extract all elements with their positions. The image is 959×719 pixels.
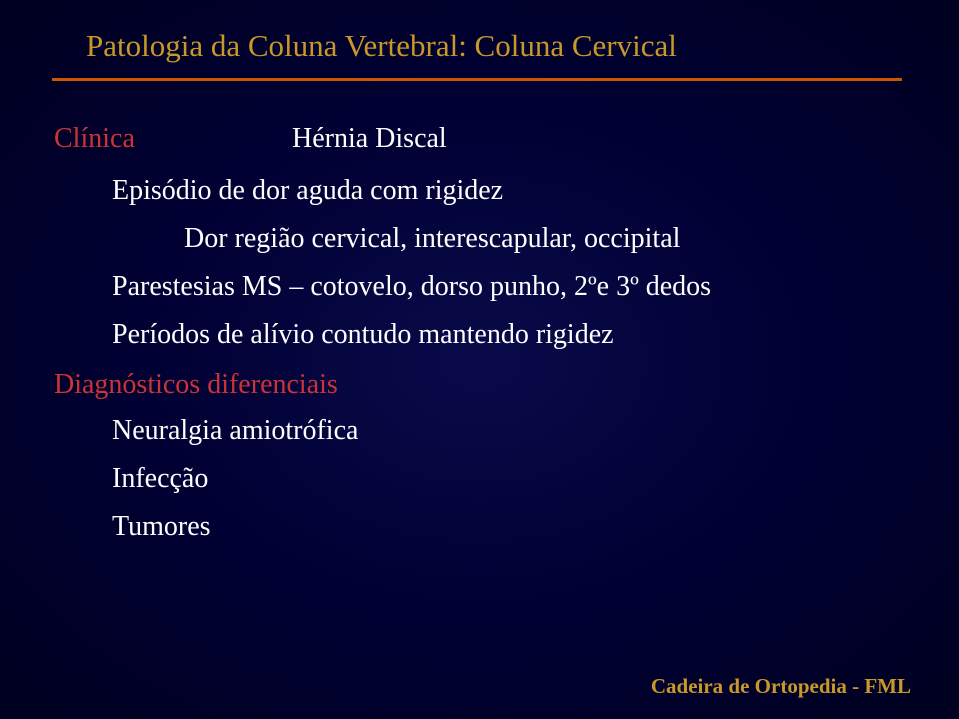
section-diagnosticos-label: Diagnósticos diferenciais (54, 369, 909, 401)
clinica-item-3: Parestesias MS – cotovelo, dorso punho, … (112, 271, 909, 303)
clinica-item-4: Períodos de alívio contudo mantendo rigi… (112, 319, 909, 351)
footer-text: Cadeira de Ortopedia - FML (651, 674, 911, 699)
title-divider (52, 78, 902, 81)
diag-item-1: Neuralgia amiotrófica (112, 415, 909, 447)
slide-subtitle: Hérnia Discal (292, 123, 909, 155)
diag-item-3: Tumores (112, 511, 909, 543)
slide-title: Patologia da Coluna Vertebral: Coluna Ce… (86, 28, 909, 64)
clinica-item-1: Episódio de dor aguda com rigidez (112, 175, 909, 207)
diag-item-2: Infecção (112, 463, 909, 495)
clinica-item-2: Dor região cervical, interescapular, occ… (184, 223, 909, 255)
slide-container: Patologia da Coluna Vertebral: Coluna Ce… (0, 0, 959, 719)
